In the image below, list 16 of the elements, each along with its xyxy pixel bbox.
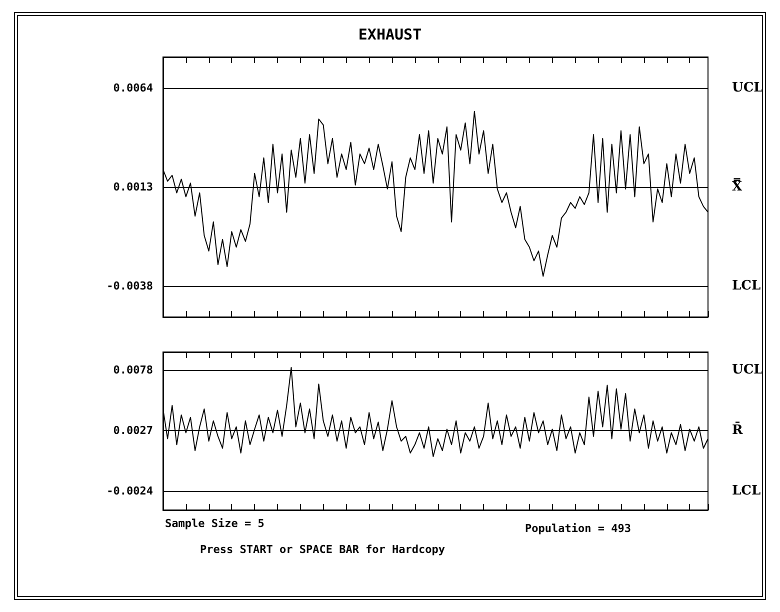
chart-title: EXHAUST: [358, 26, 422, 44]
y-tick-label: -0.0024: [106, 484, 154, 498]
ref-line-label: UCL: [732, 362, 763, 378]
y-tick-label: 0.0064: [113, 82, 154, 95]
text: Population = 493: [525, 522, 631, 535]
ref-line-label: UCL: [732, 80, 763, 96]
y-tick-label: 0.0013: [113, 180, 153, 194]
ref-line-label: LCL: [732, 483, 761, 498]
text: Press START or SPACE BAR for Hardcopy: [200, 543, 446, 556]
ref-line-label: R̄: [732, 422, 743, 438]
text: Sample Size = 5: [165, 517, 264, 530]
y-tick-label: 0.0027: [113, 424, 153, 437]
ref-line-label: LCL: [732, 278, 761, 294]
ref-line-label: X̿: [732, 178, 743, 194]
y-tick-label: 0.0078: [113, 363, 153, 376]
y-tick-label: -0.0038: [106, 279, 153, 292]
